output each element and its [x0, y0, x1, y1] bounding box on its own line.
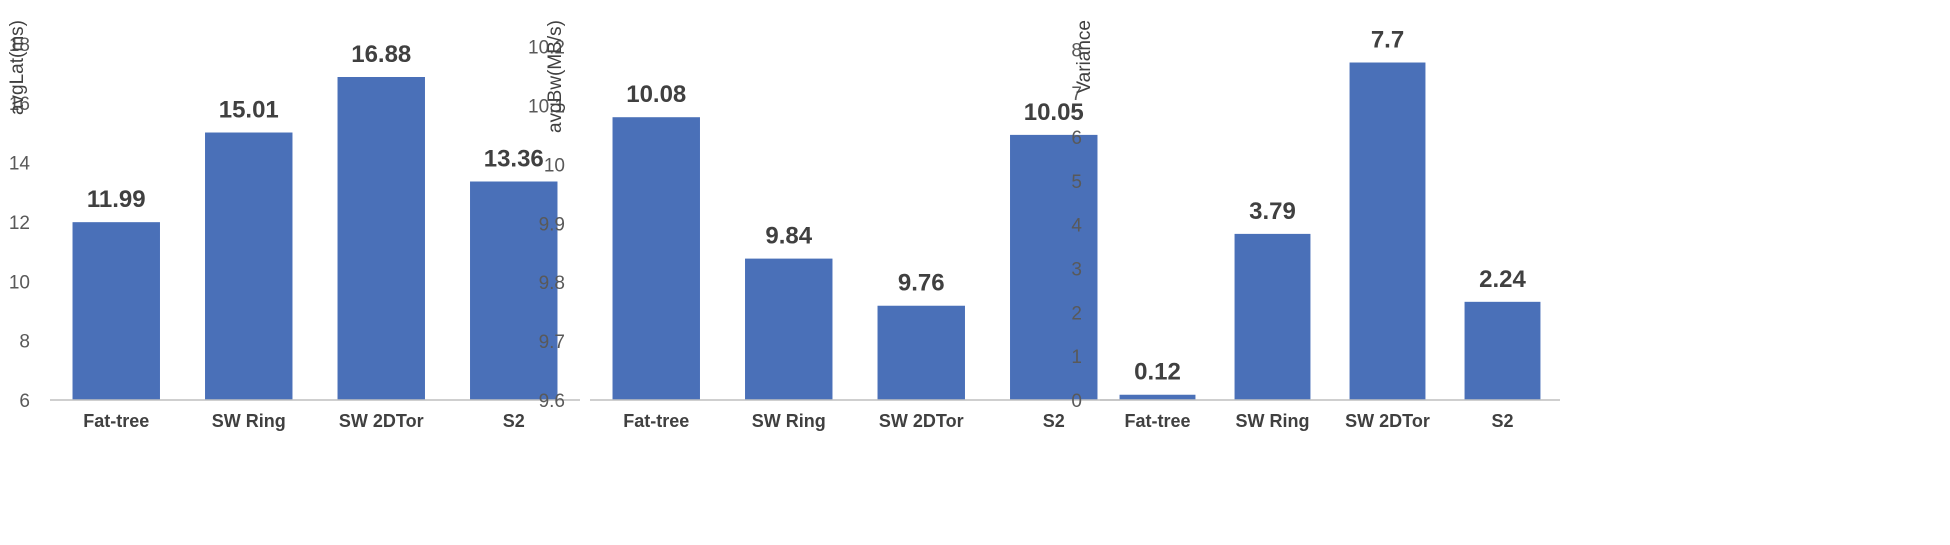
y-axis-label: avgBw(MB/s): [545, 20, 566, 133]
x-tick-label: S2: [1043, 411, 1065, 431]
y-axis-label: avgLat(ms): [7, 20, 28, 115]
x-tick-label: SW 2DTor: [1345, 411, 1430, 431]
x-tick-label: SW Ring: [752, 411, 826, 431]
x-tick-label: Fat-tree: [83, 411, 149, 431]
bar-sw-2dtor: [877, 305, 965, 400]
x-tick-label: Fat-tree: [1124, 411, 1190, 431]
x-tick-label: SW Ring: [1236, 411, 1310, 431]
data-label: 13.36: [484, 146, 544, 173]
y-tick-label: 8: [19, 332, 30, 353]
y-tick-label: 4: [1071, 216, 1082, 237]
data-label: 11.99: [87, 186, 146, 213]
y-tick-label: 6: [19, 391, 30, 412]
data-label: 7.7: [1371, 27, 1404, 54]
bar-sw-ring: [745, 258, 833, 400]
y-tick-label: 0: [1071, 391, 1082, 412]
y-tick-label: 8: [1071, 40, 1082, 61]
data-label: 10.08: [626, 81, 686, 108]
x-tick-label: SW Ring: [212, 411, 286, 431]
x-tick-label: S2: [503, 411, 525, 431]
bar-s2: [470, 181, 558, 400]
y-tick-label: 1: [1071, 347, 1082, 368]
y-tick-label: 10: [544, 155, 565, 176]
bar-s2: [1010, 134, 1098, 400]
data-label: 15.01: [219, 97, 279, 124]
data-label: 0.12: [1134, 359, 1181, 386]
y-tick-label: 7: [1071, 84, 1082, 105]
data-label: 2.24: [1479, 266, 1526, 293]
y-tick-label: 2: [1071, 303, 1082, 324]
y-tick-label: 10: [9, 272, 30, 293]
y-tick-label: 16: [9, 94, 30, 115]
bar-sw-ring: [1234, 233, 1311, 400]
bar-fat-tree: [612, 117, 700, 401]
y-tick-label: 9.8: [539, 273, 565, 294]
y-tick-label: 14: [9, 154, 31, 175]
data-label: 16.88: [351, 41, 411, 68]
x-tick-label: SW 2DTor: [879, 411, 964, 431]
data-label: 9.84: [765, 223, 812, 250]
y-axis-label: Variance: [1074, 20, 1095, 94]
y-tick-label: 3: [1071, 260, 1082, 281]
data-label: 3.79: [1249, 198, 1296, 225]
x-tick-label: S2: [1491, 411, 1513, 431]
bar-sw-ring: [205, 132, 293, 400]
data-label: 10.05: [1024, 99, 1084, 126]
y-tick-label: 9.9: [539, 214, 565, 235]
bar-fat-tree: [72, 222, 160, 400]
bar-fat-tree: [1119, 394, 1196, 400]
y-tick-label: 5: [1071, 172, 1082, 193]
y-tick-label: 9.6: [539, 391, 565, 412]
y-tick-label: 18: [9, 35, 30, 56]
y-tick-label: 12: [9, 213, 30, 234]
bar-sw-2dtor: [1349, 62, 1426, 401]
y-tick-label: 10.1: [528, 96, 565, 117]
y-tick-label: 10.2: [528, 38, 565, 59]
data-label: 9.76: [898, 270, 945, 297]
x-tick-label: Fat-tree: [623, 411, 689, 431]
x-tick-label: SW 2DTor: [339, 411, 424, 431]
bar-s2: [1464, 301, 1541, 400]
y-tick-label: 9.7: [539, 332, 565, 353]
y-tick-label: 6: [1071, 128, 1082, 149]
bar-sw-2dtor: [337, 77, 425, 400]
